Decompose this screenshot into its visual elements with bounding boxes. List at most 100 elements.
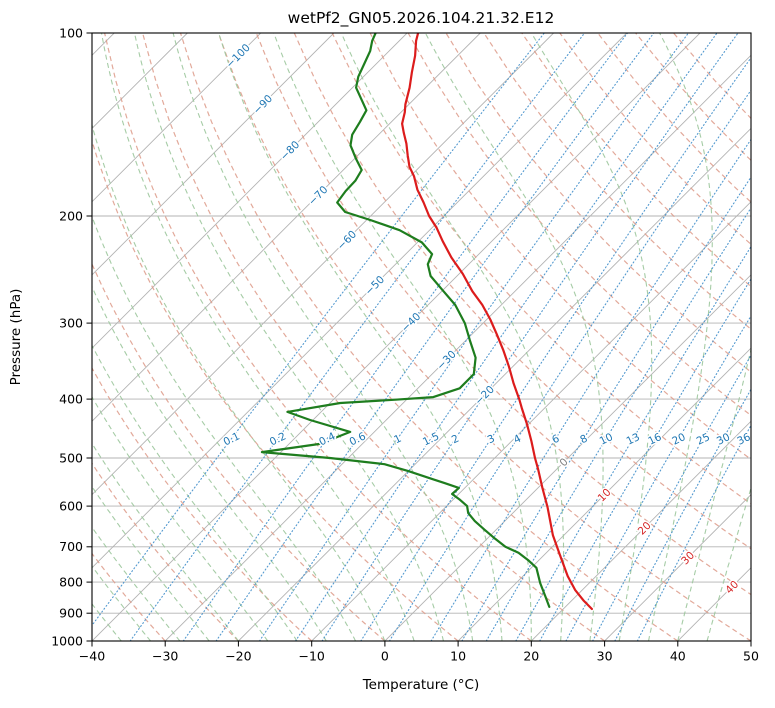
dry-adiabat-line: [255, 33, 751, 596]
isotherm-line: [530, 420, 751, 641]
moist-adiabat-line: [340, 33, 565, 641]
isotherm-line: [457, 347, 751, 641]
dry-adiabat-line: [635, 33, 751, 162]
moist-adiabat-line: [530, 33, 653, 641]
isotherm-label: −70: [306, 184, 330, 208]
mixing-ratio-line: [485, 206, 751, 641]
dry-adiabat-line: [407, 33, 751, 417]
mixing-ratio-line: [592, 354, 751, 641]
temperature-line: [401, 33, 593, 611]
dry-adiabat-line: [104, 33, 532, 641]
dry-adiabat-line: [92, 138, 459, 641]
y-tick-label: 400: [59, 391, 83, 406]
moist-adiabat-line: [677, 347, 751, 641]
mixing-ratio-line: [388, 89, 751, 641]
y-tick-label: 1000: [51, 633, 83, 648]
dry-adiabat-line: [92, 262, 386, 641]
dry-adiabat-line: [331, 33, 751, 505]
dry-adiabat-line: [179, 33, 679, 641]
x-tick-label: −40: [79, 649, 105, 664]
x-axis-label: Temperature (°C): [362, 677, 480, 693]
mixing-ratio-line: [215, 33, 655, 641]
mixing-ratio-label: 2: [450, 433, 461, 447]
isotherm-label: −60: [335, 228, 359, 252]
moist-adiabat-line: [100, 33, 415, 641]
isotherm-line: [384, 274, 751, 641]
mixing-ratio-label: 8: [578, 433, 589, 447]
moist-adiabat-line: [706, 486, 751, 641]
x-tick-label: 50: [743, 649, 759, 664]
isotherm-line: [92, 33, 628, 569]
dry-adiabat-line: [483, 33, 751, 330]
mixing-ratio-label: 1.5: [421, 430, 441, 448]
isotherm-label: −80: [278, 139, 302, 163]
mixing-ratio-line: [321, 33, 739, 641]
moist-adiabat-lines: [92, 33, 751, 641]
moist-adiabat-line: [92, 485, 210, 641]
mixing-ratio-line: [129, 33, 586, 641]
mixing-ratio-label: 0.2: [268, 430, 288, 448]
mixing-ratio-label: 36: [735, 431, 753, 448]
moist-adiabat-line: [133, 33, 445, 641]
dry-adiabat-line: [559, 33, 751, 246]
mixing-ratio-line: [539, 277, 751, 641]
mixing-ratio-line: [258, 33, 689, 641]
isotherm-line: [311, 201, 751, 641]
dewpoint-line: [260, 33, 551, 608]
moist-adiabat-line: [92, 565, 152, 641]
moist-adiabat-line: [647, 33, 713, 641]
dry-adiabat-line: [521, 33, 751, 288]
mixing-ratio-line: [360, 56, 751, 641]
y-tick-label: 300: [59, 315, 83, 330]
mixing-ratio-line: [294, 33, 718, 641]
y-tick-label: 500: [59, 450, 83, 465]
mixing-ratio-line: [565, 314, 751, 641]
mixing-ratio-line: [461, 176, 751, 641]
moist-adiabat-line: [92, 215, 357, 641]
x-tick-label: 10: [450, 649, 466, 664]
isotherm-label: 40: [723, 579, 741, 597]
x-tick-label: 20: [523, 649, 539, 664]
moist-adiabat-line: [92, 526, 181, 641]
dry-adiabat-line: [217, 33, 751, 641]
moist-adiabat-line: [273, 33, 532, 641]
mixing-ratio-line: [92, 33, 545, 627]
isotherm-label: −40: [399, 311, 423, 335]
isotherm-label: −20: [473, 383, 497, 407]
moist-adiabat-line: [92, 442, 239, 641]
x-tick-label: 40: [670, 649, 686, 664]
isotherm-label: 10: [596, 486, 614, 504]
isotherm-label: −50: [363, 274, 387, 298]
isotherm-line: [92, 33, 335, 276]
isotherm-line: [92, 33, 188, 130]
moist-adiabat-line: [218, 33, 503, 641]
isotherm-line: [92, 33, 408, 349]
plot-border: [91, 32, 752, 642]
isotherm-line: [604, 493, 751, 641]
y-tick-label: 600: [59, 498, 83, 513]
mixing-ratio-line: [430, 138, 751, 641]
mixing-ratio-label: 10: [598, 431, 615, 448]
moist-adiabat-line: [172, 33, 474, 641]
isotherm-label: −90: [251, 93, 275, 117]
x-tick-label: −10: [299, 649, 325, 664]
y-tick-label: 700: [59, 539, 83, 554]
moist-adiabat-line: [92, 285, 327, 641]
moist-adiabat-line: [92, 395, 269, 641]
mixing-ratio-label: 4: [512, 432, 524, 446]
axes: −40 −30 −20 −10 0 10 20 30 40 5010020030040050060…: [51, 25, 759, 663]
y-tick-label: 800: [59, 574, 83, 589]
sounding-profiles: [260, 33, 593, 611]
mixing-ratio-label: 13: [625, 431, 642, 448]
mixing-ratio-label: 16: [646, 431, 664, 448]
mixing-ratio-label: 0.4: [317, 430, 338, 448]
x-tick-label: −30: [152, 649, 178, 664]
isotherm-line: [92, 33, 262, 203]
chart-title: wetPf2_GN05.2026.104.21.32.E12: [288, 9, 555, 28]
isotherm-line: [750, 640, 751, 641]
x-tick-label: −20: [225, 649, 251, 664]
mixing-ratio-label: 20: [670, 431, 687, 448]
isotherm-label: −100: [224, 42, 253, 71]
